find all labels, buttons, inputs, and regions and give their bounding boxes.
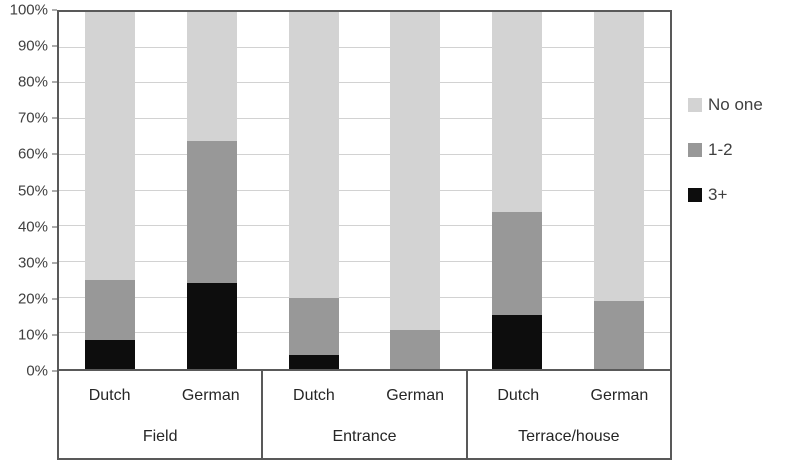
y-axis-tick-mark bbox=[52, 117, 57, 119]
bar-segment-no-one bbox=[288, 12, 339, 298]
gridline bbox=[59, 260, 670, 262]
bar-segment-no-one bbox=[84, 12, 135, 280]
bar-segment-no-one bbox=[492, 12, 543, 212]
bar-group-entrance bbox=[263, 12, 467, 369]
x-axis-sublabel-dutch: Dutch bbox=[497, 387, 540, 404]
bar-slot bbox=[466, 12, 568, 369]
x-axis-sublabel-german: German bbox=[181, 387, 240, 404]
y-axis-tick-label: 40% bbox=[17, 218, 48, 236]
y-axis-tick-mark bbox=[52, 370, 57, 372]
y-axis-tick-label: 10% bbox=[17, 326, 48, 344]
y-axis: 0% 10% 20% 30% 40% 50% 60% 70% 80% 90% 100% bbox=[0, 2, 48, 380]
x-axis-group-label-terrace-house: Terrace/house bbox=[518, 427, 620, 445]
x-axis-sublabel-row: Dutch German bbox=[263, 371, 465, 421]
legend-item-1-2: 1-2 bbox=[688, 140, 763, 160]
legend-label-no-one: No one bbox=[708, 95, 763, 114]
stacked-bar-field-german bbox=[186, 12, 237, 369]
legend-swatch-1-2 bbox=[688, 143, 702, 157]
gridline bbox=[59, 82, 670, 84]
x-axis-sublabel-row: Dutch German bbox=[468, 371, 670, 421]
x-axis-sublabel-german: German bbox=[386, 387, 444, 404]
bar-segment-1-2 bbox=[390, 329, 441, 369]
bar-segment-1-2 bbox=[288, 297, 339, 355]
y-axis-tick-mark bbox=[52, 9, 57, 11]
y-axis-tick-label: 100% bbox=[9, 1, 48, 19]
y-axis-tick-mark bbox=[52, 298, 57, 300]
gridline bbox=[59, 296, 670, 298]
x-axis-sublabel-dutch: Dutch bbox=[293, 387, 335, 404]
plot-area bbox=[57, 10, 672, 371]
legend: No one 1-2 3+ bbox=[688, 95, 763, 230]
y-axis-tick-mark bbox=[52, 262, 57, 264]
gridline bbox=[59, 153, 670, 155]
stacked-bar-terrace-house-german bbox=[594, 12, 645, 369]
x-axis-sublabel-row: Dutch German bbox=[59, 371, 261, 421]
bar-segment-1-2 bbox=[186, 140, 237, 284]
gridline bbox=[59, 225, 670, 227]
y-axis-tick-label: 60% bbox=[17, 145, 48, 163]
gridline bbox=[59, 332, 670, 334]
bar-segment-3+ bbox=[84, 340, 135, 369]
x-axis-sublabel-dutch: Dutch bbox=[88, 387, 131, 404]
y-axis-tick-mark bbox=[52, 334, 57, 336]
legend-swatch-no-one bbox=[688, 98, 702, 112]
bar-segment-no-one bbox=[390, 12, 441, 330]
x-axis: Dutch German Field Dutch German Entrance Dutch… bbox=[57, 371, 672, 460]
gridline bbox=[59, 118, 670, 120]
y-axis-tick-label: 30% bbox=[17, 254, 48, 272]
y-axis-tick-label: 80% bbox=[17, 73, 48, 91]
legend-swatch-3+ bbox=[688, 188, 702, 202]
legend-label-3+: 3+ bbox=[708, 185, 728, 204]
y-axis-tick-mark bbox=[52, 226, 57, 228]
y-axis-tick-mark bbox=[52, 45, 57, 47]
bar-slot bbox=[365, 12, 467, 369]
y-axis-tick-label: 70% bbox=[17, 109, 48, 127]
x-axis-group-label-entrance: Entrance bbox=[332, 427, 397, 445]
y-axis-tick-label: 0% bbox=[26, 362, 48, 380]
bar-group-terrace-house bbox=[466, 12, 670, 369]
legend-item-3+: 3+ bbox=[688, 185, 763, 205]
stacked-bar-field-dutch bbox=[84, 12, 135, 369]
stacked-bar-terrace-house-dutch bbox=[492, 12, 543, 369]
x-axis-group-entrance: Dutch German Entrance bbox=[261, 371, 465, 458]
bar-segment-3+ bbox=[186, 283, 237, 369]
x-axis-sublabel-german: German bbox=[590, 387, 649, 404]
stacked-bar-entrance-german bbox=[390, 12, 441, 369]
bar-segment-3+ bbox=[492, 315, 543, 369]
gridline bbox=[59, 189, 670, 191]
stacked-bar-entrance-dutch bbox=[288, 12, 339, 369]
bar-group-field bbox=[59, 12, 263, 369]
y-axis-tick-label: 90% bbox=[17, 37, 48, 55]
y-axis-tick-mark bbox=[52, 81, 57, 83]
bar-slot bbox=[59, 12, 161, 369]
legend-label-1-2: 1-2 bbox=[708, 140, 733, 159]
y-ticks bbox=[52, 9, 57, 372]
x-axis-group-terrace-house: Dutch German Terrace/house bbox=[465, 371, 670, 458]
legend-item-no-one: No one bbox=[688, 95, 763, 115]
y-axis-tick-label: 20% bbox=[17, 290, 48, 308]
y-axis-tick-mark bbox=[52, 153, 57, 155]
y-axis-tick-label: 50% bbox=[17, 182, 48, 199]
x-axis-group-label-field: Field bbox=[142, 427, 178, 445]
bars-layer bbox=[59, 12, 670, 369]
bar-segment-no-one bbox=[186, 12, 237, 141]
y-axis-tick-mark bbox=[52, 190, 57, 191]
bar-segment-1-2 bbox=[84, 279, 135, 341]
bar-slot bbox=[568, 12, 670, 369]
x-axis-group-field: Dutch German Field bbox=[59, 371, 261, 458]
bar-slot bbox=[263, 12, 365, 369]
bar-segment-no-one bbox=[594, 12, 645, 302]
gridline bbox=[59, 46, 670, 48]
bar-segment-1-2 bbox=[594, 301, 645, 369]
bar-segment-1-2 bbox=[492, 211, 543, 316]
bar-segment-3+ bbox=[288, 354, 339, 369]
bar-slot bbox=[161, 12, 263, 369]
